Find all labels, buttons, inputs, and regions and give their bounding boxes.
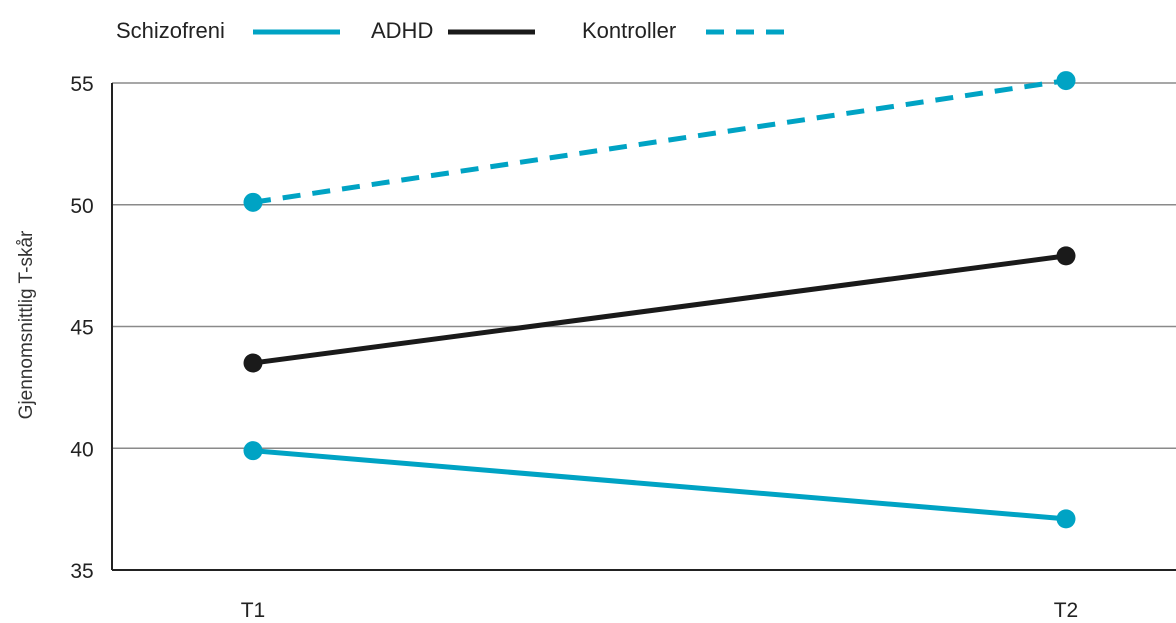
data-point [243,441,263,461]
series-kontroller [243,71,1076,212]
y-tick-label: 55 [70,73,93,96]
series-line [252,78,1067,205]
data-point [1056,509,1076,529]
series-line [252,253,1067,366]
y-tick-labels: 35 40 45 50 55 [70,73,93,583]
series-line [252,448,1067,522]
x-tick-label: T2 [1054,599,1079,622]
legend-label: Schizofreni [116,18,225,43]
legend-label: Kontroller [582,18,676,43]
legend-item-schizofreni: Schizofreni [116,18,340,43]
data-point [243,192,263,212]
axes [111,83,1176,571]
legend: Schizofreni ADHD Kontroller [116,18,793,43]
series-schizofreni [243,441,1076,529]
legend-item-adhd: ADHD [371,18,535,43]
y-axis-title: Gjennomsnittlig T-skår [16,230,37,419]
data-point [1056,246,1076,266]
y-tick-label: 40 [70,438,93,461]
x-tick-label: T1 [241,599,266,622]
y-tick-label: 45 [70,317,93,340]
data-point [1056,71,1076,91]
gridlines [112,82,1176,449]
legend-label: ADHD [371,18,433,43]
x-tick-labels: T1 T2 [241,599,1079,622]
series-adhd [243,246,1076,373]
data-point [243,353,263,373]
y-tick-label: 50 [70,195,93,218]
legend-item-kontroller: Kontroller [582,18,793,43]
series-group [243,71,1076,529]
y-tick-label: 35 [70,560,93,583]
